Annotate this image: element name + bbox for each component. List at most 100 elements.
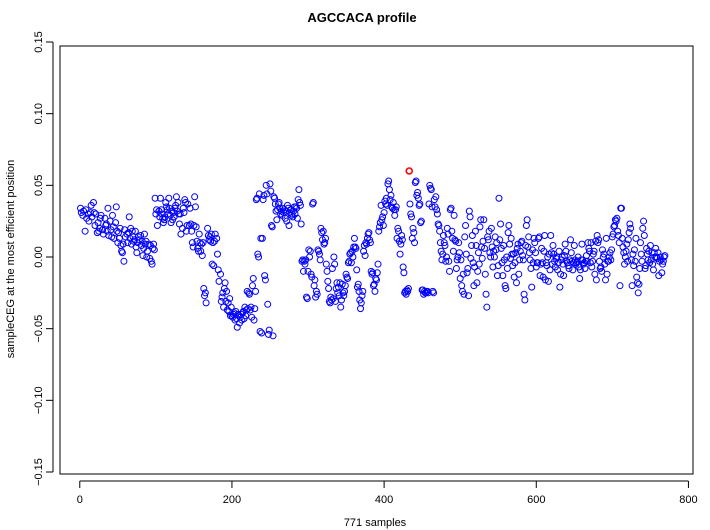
data-point [375, 227, 383, 235]
data-point [198, 240, 206, 248]
data-point [531, 239, 539, 247]
data-point [400, 269, 408, 277]
data-point [634, 289, 642, 297]
data-point [90, 209, 98, 217]
data-point [518, 237, 526, 245]
data-point [484, 236, 492, 244]
data-point [487, 224, 495, 232]
data-point [196, 239, 204, 247]
data-point [209, 239, 217, 247]
data-point [313, 290, 321, 298]
data-point [323, 267, 331, 275]
data-point [198, 252, 206, 260]
data-point [249, 275, 257, 282]
data-point [116, 224, 124, 232]
data-point [436, 227, 444, 235]
data-point [248, 282, 256, 290]
data-point [404, 287, 412, 295]
data-point [110, 234, 118, 242]
data-point [512, 249, 520, 257]
data-point [357, 305, 365, 313]
data-point [430, 289, 438, 297]
data-point [219, 289, 227, 297]
data-point [455, 239, 463, 247]
data-point [560, 272, 568, 280]
data-point [522, 221, 530, 229]
data-point [330, 253, 338, 261]
data-point [633, 279, 641, 287]
data-point [264, 300, 272, 308]
data-point [261, 272, 269, 280]
data-point [481, 244, 489, 252]
data-point [565, 264, 573, 272]
data-point [342, 270, 350, 278]
x-axis: 0 200 400 600 800 [77, 480, 698, 506]
data-point [120, 257, 128, 265]
y-tick-label: −0.10 [33, 386, 45, 414]
data-point [593, 232, 601, 239]
data-point [417, 217, 425, 225]
data-point [466, 213, 474, 221]
data-point [96, 214, 104, 222]
data-point [201, 292, 209, 300]
y-tick-label: 0.00 [33, 246, 45, 267]
data-point [503, 264, 511, 272]
data-point [373, 276, 380, 284]
data-point [556, 283, 564, 291]
data-point [199, 239, 207, 247]
x-tick-label: 600 [527, 494, 545, 506]
data-point [328, 296, 336, 304]
data-point [624, 257, 632, 265]
y-axis: −0.15 −0.10 −0.05 0.00 0.05 0.10 0.15 [33, 31, 54, 486]
data-point [570, 242, 578, 250]
data-point [646, 242, 654, 250]
data-point [590, 247, 598, 255]
data-point [207, 230, 215, 238]
data-point [627, 256, 635, 264]
data-point [366, 239, 374, 247]
data-point [321, 239, 329, 247]
data-point [246, 306, 254, 314]
data-point [456, 275, 464, 282]
data-point [408, 213, 415, 221]
data-point [412, 177, 420, 185]
data-point [258, 234, 266, 242]
data-point [474, 249, 482, 257]
data-point [640, 232, 648, 239]
data-point [549, 242, 557, 250]
data-point [433, 210, 441, 218]
data-point [325, 285, 333, 293]
data-point [397, 240, 405, 248]
plot-frame [59, 45, 694, 475]
x-tick-label: 200 [223, 494, 241, 506]
data-point [296, 201, 304, 209]
data-point [504, 229, 512, 237]
data-point [380, 209, 388, 217]
data-point [519, 256, 527, 264]
data-point [540, 247, 548, 255]
data-point [521, 296, 529, 304]
data-point [353, 266, 361, 274]
data-point [640, 217, 648, 225]
data-point [254, 250, 262, 258]
x-tick-label: 0 [77, 494, 83, 506]
data-point [490, 253, 498, 261]
data-point [602, 276, 610, 284]
data-point [465, 207, 473, 215]
data-point [202, 299, 210, 307]
data-point [576, 275, 584, 282]
data-point [468, 232, 476, 239]
data-point [383, 201, 391, 209]
data-point [598, 246, 606, 254]
data-point [630, 262, 638, 270]
highlighted-point [405, 167, 414, 175]
data-point [594, 239, 602, 247]
data-point [398, 232, 406, 239]
data-point [285, 221, 293, 229]
data-point [569, 266, 577, 274]
data-point [145, 240, 153, 248]
data-point [582, 252, 590, 260]
data-point [658, 269, 666, 277]
data-point [481, 270, 489, 278]
data-point [183, 221, 191, 229]
